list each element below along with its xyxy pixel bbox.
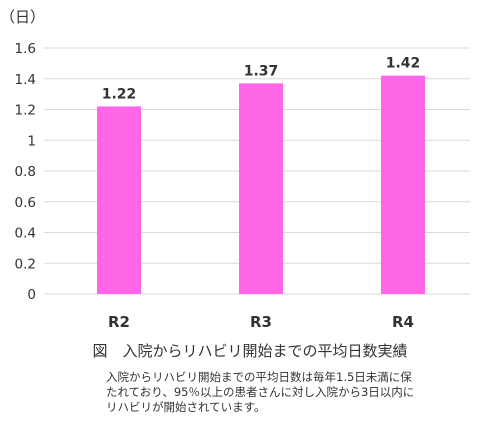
y-axis-ticks: 0 0.2 0.4 0.6 0.8 1 1.2 1.4 1.6 [15, 41, 36, 303]
x-axis-ticks: R2 R3 R4 [108, 313, 414, 331]
x-tick-label: R4 [392, 313, 414, 331]
x-tick-label: R2 [108, 313, 130, 331]
y-tick-label: 0.6 [15, 195, 36, 211]
bar-r4 [381, 75, 425, 294]
data-label: 1.22 [102, 86, 137, 102]
y-tick-label: 1.4 [15, 72, 36, 88]
data-label: 1.42 [386, 56, 421, 72]
note-line: たれており、95％以上の患者さんに対し入院から3日以内に [106, 385, 415, 399]
bars [97, 75, 425, 294]
y-tick-label: 1.2 [15, 103, 36, 119]
y-tick-label: 0.4 [15, 226, 36, 242]
bar-chart: （日） 0 0.2 0.4 0.6 0.8 1 1.2 1.4 1.6 1.22 1.37 1.42… [0, 8, 470, 331]
bar-r3 [239, 83, 283, 294]
figure-caption: 図 入院からリハビリ開始までの平均日数実績 [92, 342, 408, 360]
data-label: 1.37 [244, 63, 279, 79]
data-labels: 1.22 1.37 1.42 [102, 56, 421, 103]
y-tick-label: 0.8 [15, 164, 36, 180]
bar-r2 [97, 106, 141, 294]
description-note: 入院からリハビリ開始までの平均日数は毎年1.5日未満に保 たれており、95％以上… [106, 370, 486, 415]
note-line: 入院からリハビリ開始までの平均日数は毎年1.5日未満に保 [106, 370, 412, 384]
y-tick-label: 1.6 [15, 41, 36, 57]
y-tick-label: 1 [27, 133, 36, 149]
y-unit-label: （日） [0, 8, 45, 26]
y-tick-label: 0 [27, 287, 36, 303]
y-tick-label: 0.2 [15, 256, 36, 272]
x-tick-label: R3 [250, 313, 272, 331]
note-line: リハビリが開始されています。 [106, 400, 266, 414]
